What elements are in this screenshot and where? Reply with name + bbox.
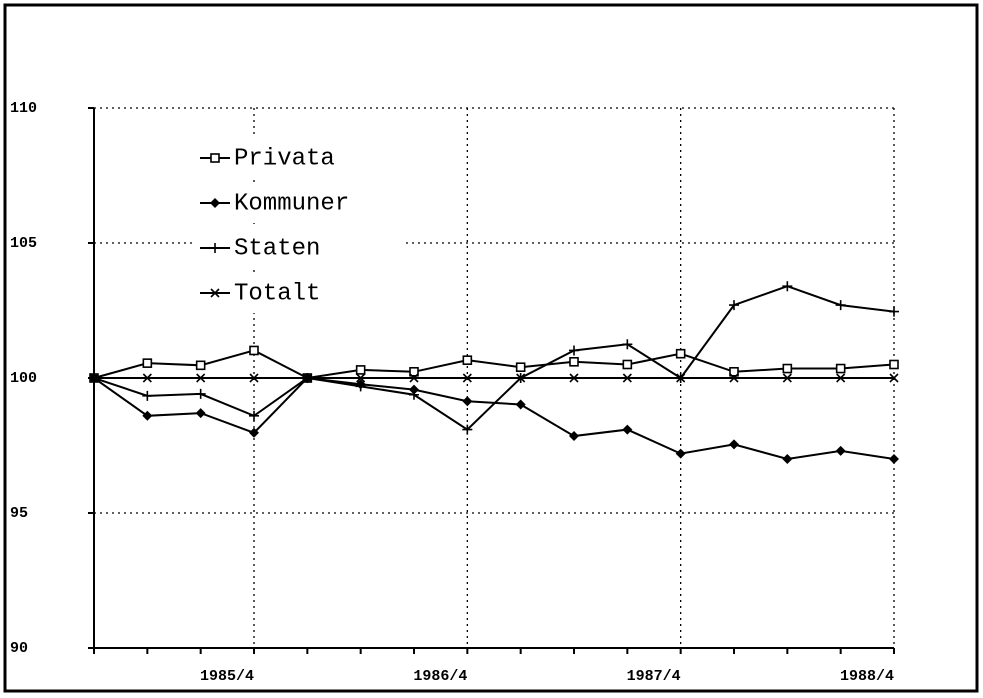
data-point: [569, 345, 579, 356]
legend-marker: [210, 153, 220, 163]
y-tick-label: 105: [10, 235, 37, 252]
data-point: [569, 373, 579, 383]
data-point: [729, 373, 739, 383]
data-point: [569, 431, 579, 442]
data-point: [889, 306, 899, 317]
data-point: [195, 408, 206, 419]
data-point: [142, 358, 153, 368]
data-point: [516, 373, 526, 383]
legend-label: Staten: [234, 235, 320, 262]
data-point: [622, 339, 633, 350]
data-point: [676, 373, 686, 383]
data-point: [462, 373, 472, 383]
data-point: [462, 424, 473, 435]
legend-label: Totalt: [234, 280, 320, 307]
series-line: [93, 285, 895, 431]
legend-label: Privata: [234, 145, 335, 172]
x-tick-label: 1988/4: [840, 668, 894, 685]
data-point: [196, 373, 206, 383]
data-point: [569, 356, 579, 367]
series-line: [93, 376, 895, 461]
data-point: [142, 390, 153, 401]
legend-marker: [210, 288, 220, 298]
data-point: [782, 373, 792, 383]
data-point: [409, 389, 419, 400]
data-point: [356, 373, 366, 383]
data-point: [462, 355, 473, 365]
series-line: [93, 349, 895, 380]
data-point: [462, 396, 473, 407]
data-point: [142, 373, 152, 383]
data-point: [675, 348, 686, 359]
data-point: [249, 345, 259, 356]
data-point: [195, 360, 206, 371]
data-point: [622, 373, 632, 383]
data-point: [889, 454, 899, 464]
legend-marker: [210, 243, 220, 253]
y-tick-label: 95: [10, 505, 28, 522]
data-point: [89, 373, 99, 383]
data-point: [835, 445, 846, 456]
data-point: [142, 410, 153, 421]
data-point: [782, 454, 793, 464]
data-point: [889, 373, 899, 383]
data-point: [355, 365, 366, 375]
x-tick-label: 1987/4: [627, 668, 681, 685]
data-point: [195, 388, 206, 399]
data-point: [409, 366, 419, 377]
data-point: [729, 439, 739, 450]
frame: [3, 3, 979, 693]
data-point: [622, 359, 633, 370]
legend-label: Kommuner: [234, 190, 349, 217]
data-point: [409, 373, 419, 383]
x-tick-label: 1985/4: [200, 668, 254, 685]
y-tick-label: 100: [10, 370, 37, 387]
data-point: [249, 373, 259, 383]
data-point: [835, 363, 846, 374]
y-tick-label: 110: [10, 100, 37, 117]
data-point: [729, 366, 739, 377]
legend-marker: [210, 198, 220, 208]
y-tick-label: 90: [10, 640, 28, 657]
data-point: [355, 381, 366, 392]
data-point: [782, 281, 793, 292]
data-point: [836, 373, 846, 383]
data-point: [515, 399, 526, 410]
data-point: [675, 448, 686, 459]
data-point: [622, 424, 633, 435]
data-point: [782, 363, 793, 374]
data-point: [249, 410, 259, 421]
data-point: [409, 384, 419, 395]
data-point: [302, 373, 312, 383]
data-point: [889, 359, 899, 370]
x-tick-label: 1986/4: [413, 668, 467, 685]
data-point: [835, 300, 846, 311]
data-point: [515, 362, 526, 373]
data-point: [729, 300, 739, 311]
data-point: [249, 427, 259, 438]
